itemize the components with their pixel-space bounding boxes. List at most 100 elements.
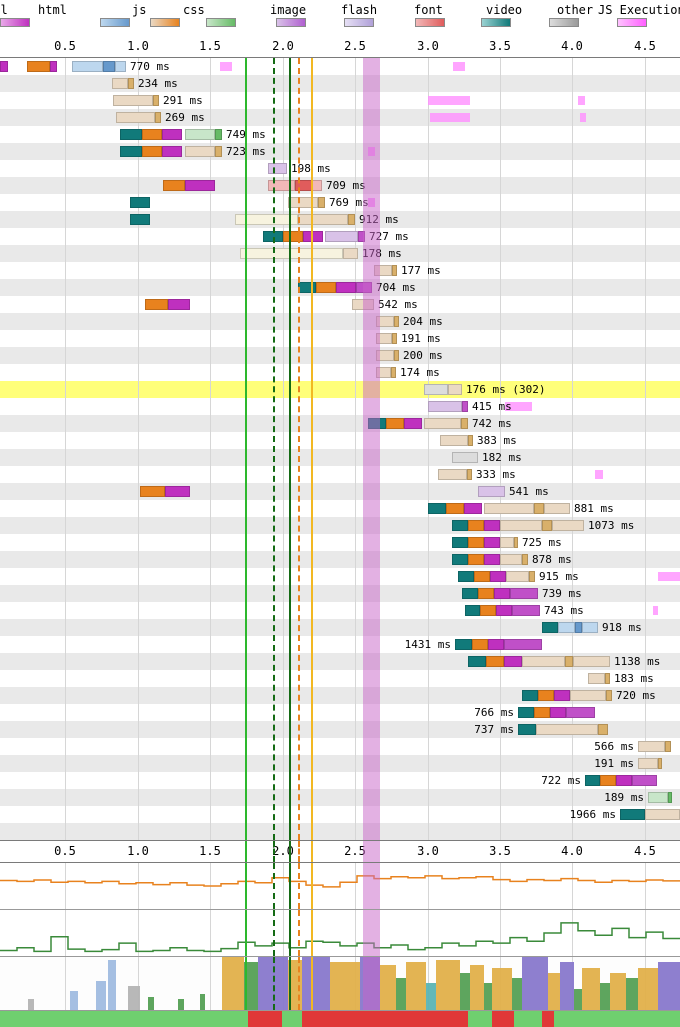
request-bar-segment[interactable]: [162, 146, 182, 157]
timeline-segment[interactable]: [542, 1011, 554, 1027]
request-bar-segment[interactable]: [358, 231, 365, 242]
request-bar-segment[interactable]: [616, 775, 632, 786]
request-bar-segment[interactable]: [283, 231, 303, 242]
request-bar-segment[interactable]: [185, 146, 215, 157]
request-bar-segment[interactable]: [391, 367, 396, 378]
request-bar-segment[interactable]: [468, 656, 486, 667]
request-bar-segment[interactable]: [215, 146, 222, 157]
request-bar-segment[interactable]: [438, 469, 467, 480]
request-bar-segment[interactable]: [474, 571, 490, 582]
request-bar-segment[interactable]: [428, 503, 446, 514]
request-bar-segment[interactable]: [518, 724, 536, 735]
timeline-bar[interactable]: [0, 1011, 680, 1027]
request-bar-segment[interactable]: [376, 367, 391, 378]
request-bar-segment[interactable]: [298, 214, 348, 225]
request-bar-segment[interactable]: [0, 61, 8, 72]
request-bar-segment[interactable]: [565, 656, 573, 667]
request-bar-segment[interactable]: [113, 95, 153, 106]
request-bar-segment[interactable]: [534, 707, 550, 718]
request-bar-segment[interactable]: [638, 741, 665, 752]
request-bar-segment[interactable]: [288, 197, 318, 208]
request-bar-segment[interactable]: [298, 282, 316, 293]
request-bar-segment[interactable]: [585, 775, 600, 786]
request-bar-segment[interactable]: [394, 316, 399, 327]
request-bar-segment[interactable]: [130, 197, 150, 208]
request-bar-segment[interactable]: [318, 197, 325, 208]
timeline-segment[interactable]: [554, 1011, 680, 1027]
request-bar-segment[interactable]: [185, 180, 215, 191]
request-bar-segment[interactable]: [468, 520, 484, 531]
request-bar-segment[interactable]: [336, 282, 356, 293]
request-bar-segment[interactable]: [312, 180, 322, 191]
request-bar-segment[interactable]: [168, 299, 190, 310]
request-bar-segment[interactable]: [116, 112, 155, 123]
request-bar-segment[interactable]: [518, 707, 534, 718]
request-bar-segment[interactable]: [424, 418, 461, 429]
request-bar-segment[interactable]: [575, 622, 582, 633]
request-bar-segment[interactable]: [268, 180, 295, 191]
request-bar-segment[interactable]: [268, 163, 287, 174]
request-bar-segment[interactable]: [484, 537, 500, 548]
request-bar-segment[interactable]: [428, 401, 462, 412]
request-bar-segment[interactable]: [376, 316, 394, 327]
request-bar-segment[interactable]: [484, 554, 500, 565]
request-bar-segment[interactable]: [529, 571, 535, 582]
timeline-segment[interactable]: [282, 1011, 302, 1027]
request-bar-segment[interactable]: [573, 656, 610, 667]
request-bar-segment[interactable]: [468, 435, 473, 446]
request-bar-segment[interactable]: [458, 571, 474, 582]
request-bar-segment[interactable]: [325, 231, 358, 242]
request-bar-segment[interactable]: [185, 129, 215, 140]
request-bar-segment[interactable]: [464, 503, 482, 514]
request-bar-segment[interactable]: [452, 452, 478, 463]
request-bar-segment[interactable]: [478, 588, 494, 599]
request-bar-segment[interactable]: [50, 61, 57, 72]
request-bar-segment[interactable]: [472, 639, 488, 650]
request-bar-segment[interactable]: [668, 792, 672, 803]
request-bar-segment[interactable]: [142, 146, 162, 157]
request-bar-segment[interactable]: [494, 588, 510, 599]
request-bar-segment[interactable]: [606, 690, 612, 701]
request-bar-segment[interactable]: [542, 622, 558, 633]
timeline-segment[interactable]: [492, 1011, 514, 1027]
request-bar-segment[interactable]: [462, 401, 468, 412]
request-bar-segment[interactable]: [446, 503, 464, 514]
request-bar-segment[interactable]: [496, 605, 512, 616]
request-bar-segment[interactable]: [538, 690, 554, 701]
request-bar-segment[interactable]: [468, 554, 484, 565]
request-bar-segment[interactable]: [600, 775, 616, 786]
request-bar-segment[interactable]: [162, 129, 182, 140]
request-bar-segment[interactable]: [506, 571, 529, 582]
request-bar-segment[interactable]: [376, 333, 392, 344]
request-bar-segment[interactable]: [605, 673, 610, 684]
request-bar-segment[interactable]: [582, 622, 598, 633]
request-bar-segment[interactable]: [467, 469, 472, 480]
request-bar-segment[interactable]: [120, 146, 142, 157]
timeline-segment[interactable]: [468, 1011, 492, 1027]
request-bar-segment[interactable]: [145, 299, 168, 310]
request-bar-segment[interactable]: [514, 537, 518, 548]
request-bar-segment[interactable]: [550, 707, 566, 718]
request-bar-segment[interactable]: [452, 537, 468, 548]
request-bar-segment[interactable]: [536, 724, 598, 735]
request-bar-segment[interactable]: [386, 418, 404, 429]
request-bar-segment[interactable]: [620, 809, 645, 820]
request-bar-segment[interactable]: [112, 78, 128, 89]
request-bar-segment[interactable]: [632, 775, 657, 786]
request-bar-segment[interactable]: [500, 520, 542, 531]
request-bar-segment[interactable]: [455, 639, 472, 650]
request-bar-segment[interactable]: [480, 605, 496, 616]
request-bar-segment[interactable]: [348, 214, 355, 225]
timeline-segment[interactable]: [302, 1011, 468, 1027]
request-bar-segment[interactable]: [488, 639, 504, 650]
request-bar-segment[interactable]: [343, 248, 358, 259]
request-bar-segment[interactable]: [504, 639, 542, 650]
request-bar-segment[interactable]: [570, 690, 606, 701]
request-bar-segment[interactable]: [665, 741, 671, 752]
request-bar-segment[interactable]: [484, 520, 500, 531]
request-bar-segment[interactable]: [522, 656, 565, 667]
request-bar-segment[interactable]: [424, 384, 448, 395]
request-bar-segment[interactable]: [235, 214, 298, 225]
request-bar-segment[interactable]: [142, 129, 162, 140]
request-bar-segment[interactable]: [440, 435, 468, 446]
